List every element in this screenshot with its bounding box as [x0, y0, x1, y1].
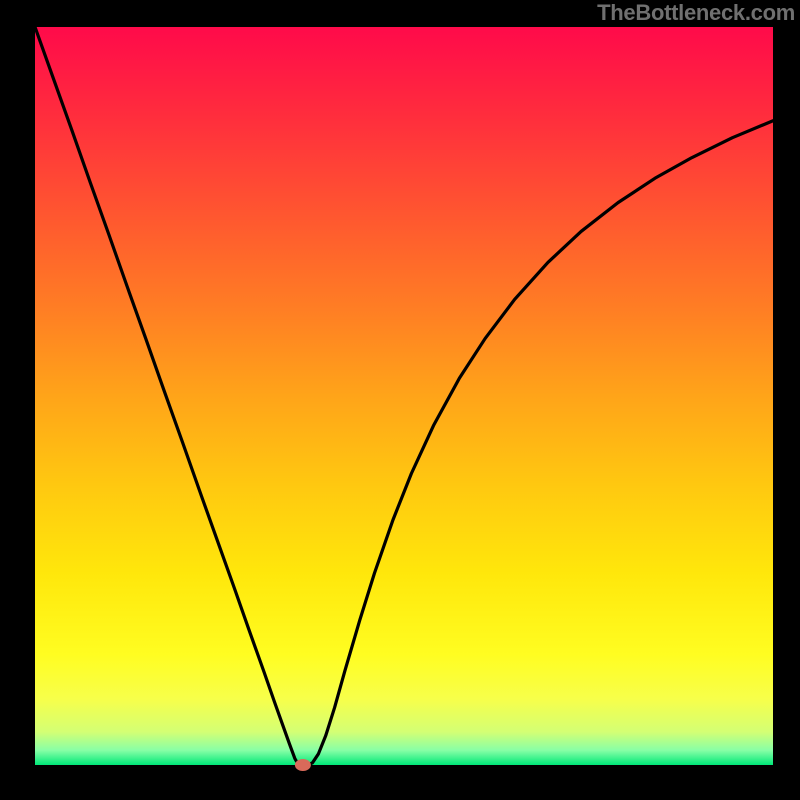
chart-container: TheBottleneck.com — [0, 0, 800, 800]
optimum-marker — [295, 759, 311, 771]
watermark-text: TheBottleneck.com — [597, 0, 795, 26]
plot-background — [35, 27, 773, 765]
chart-svg — [0, 0, 800, 800]
